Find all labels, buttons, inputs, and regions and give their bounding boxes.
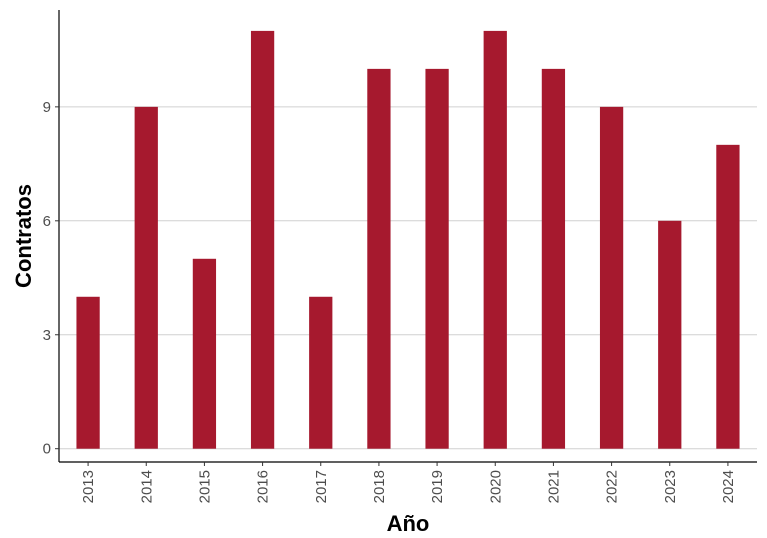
- x-tick-label: 2015: [196, 470, 213, 503]
- x-tick-label: 2014: [138, 470, 155, 503]
- bar-2013: [76, 296, 100, 449]
- bar-2014: [134, 106, 158, 449]
- y-axis-title: Contratos: [11, 184, 36, 288]
- x-tick-label: 2023: [662, 470, 679, 503]
- y-tick-labels: 0 3 6 9: [43, 99, 59, 458]
- y-tick-label: 6: [43, 213, 51, 230]
- bar-2016: [250, 30, 275, 449]
- grid-lines: [59, 106, 757, 450]
- y-tick-label: 0: [43, 441, 51, 458]
- x-tick-label: 2022: [604, 470, 621, 503]
- bar-2019: [425, 68, 449, 449]
- x-tick-label: 2016: [255, 470, 272, 503]
- y-tick-label: 9: [43, 99, 51, 116]
- bar-2021: [541, 68, 566, 449]
- bar-2024: [716, 144, 740, 449]
- x-tick-label: 2019: [429, 470, 446, 503]
- y-tick-label: 3: [43, 327, 51, 344]
- bar-2018: [367, 68, 391, 449]
- x-tick-labels: 2013 2014 2015 2016 2017 2018 2019 2020 2021 2022…: [80, 462, 737, 503]
- bar-2022: [599, 106, 624, 449]
- x-tick-label: 2013: [80, 470, 97, 503]
- x-tick-label: 2017: [313, 470, 330, 503]
- x-tick-label: 2018: [371, 470, 388, 503]
- bar-2017: [309, 296, 333, 449]
- x-tick-label: 2021: [545, 470, 562, 503]
- x-tick-label: 2020: [487, 470, 504, 503]
- bar-2023: [658, 220, 682, 449]
- axes: [58, 10, 757, 463]
- x-tick-label: 2024: [720, 470, 737, 503]
- bar-2020: [483, 30, 507, 449]
- bar-2015: [192, 258, 217, 449]
- bars: [76, 30, 740, 449]
- x-axis-title: Año: [387, 511, 430, 536]
